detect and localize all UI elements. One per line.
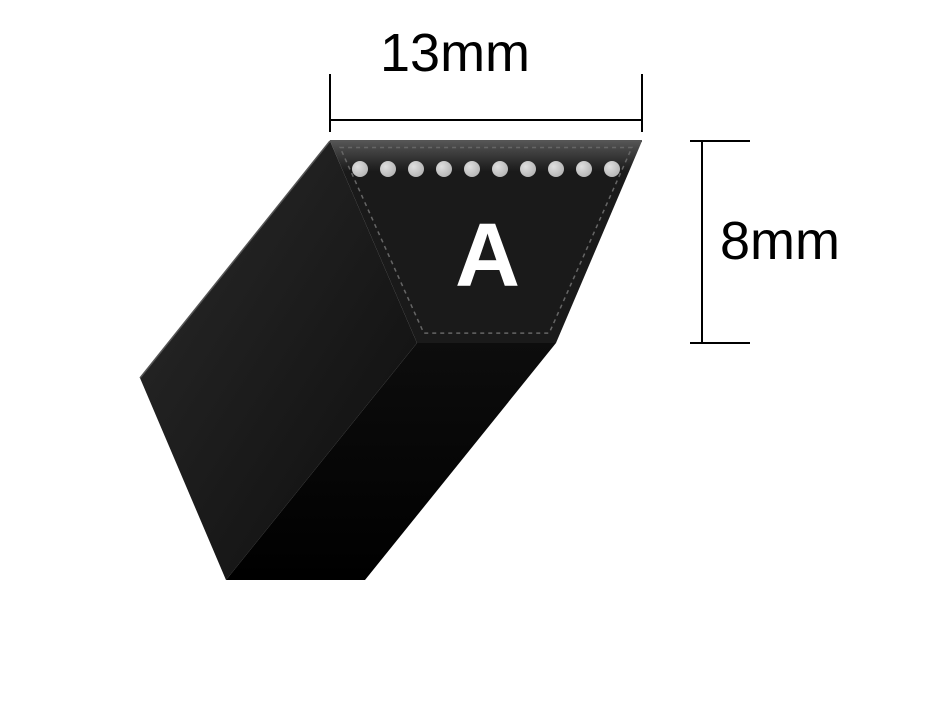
belt-diagram: 13mm 8mm A xyxy=(0,0,933,700)
belt-svg xyxy=(0,0,933,700)
belt-section-letter: A xyxy=(455,205,520,308)
height-dimension-label: 8mm xyxy=(720,210,840,272)
width-dimension-label: 13mm xyxy=(380,22,530,84)
